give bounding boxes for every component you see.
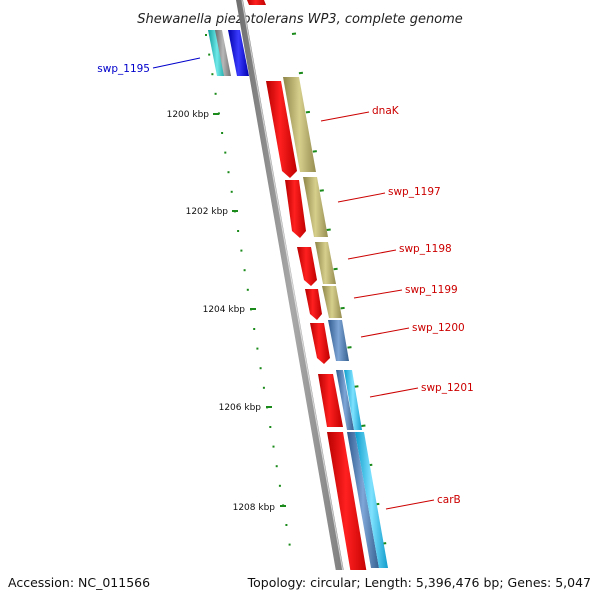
ruler-label-1208kbp: 1208 kbp [233,503,276,513]
outer-ruler-dash [319,189,324,192]
gene-swp_1200-forward[interactable] [310,323,330,364]
gene-carB-cog-cyan[interactable] [355,432,388,568]
gene-swp_1198-forward[interactable] [297,247,317,286]
outer-ruler-dash [305,110,311,114]
gene-label-swp_1198[interactable]: swp_1198 [399,243,452,255]
ruler-dot [275,465,278,468]
ruler-dot [256,347,259,350]
label-line-dnaK [320,111,370,122]
gene-swp_1195-gray[interactable] [215,30,231,76]
ruler-label-1206kbp: 1206 kbp [219,403,262,413]
outer-ruler-dash [291,32,297,35]
ruler-dot [262,386,265,389]
gene-swp_1195-blue[interactable] [228,30,249,76]
outer-ruler-dash [312,150,317,153]
ruler-dot [285,524,288,526]
outer-ruler-dash [361,424,366,427]
ruler-dot [253,328,256,330]
outer-ruler-dash [354,385,359,388]
gene-dnaK-cog[interactable] [283,77,316,172]
ruler: 1200 kbp 1202 kbp 1204 kbp 1206 kbp 1208… [167,110,286,513]
outer-ruler-dash [333,267,338,271]
ruler-dot [240,249,243,252]
gene-label-dnaK[interactable]: dnaK [372,105,400,117]
gene-labels: swp_1195 dnaK swp_1197 swp_1198 swp_1199… [97,57,474,510]
gene-dnaK-forward[interactable] [266,81,297,178]
outer-ruler-dash [326,228,331,231]
gene-swp_1201-cog-cyan[interactable] [344,370,362,430]
ruler-dot [272,445,275,448]
outer-ruler-dash [347,346,352,349]
gene-label-swp_1199[interactable]: swp_1199 [405,284,458,296]
label-line-swp_1195 [152,57,201,69]
ruler-dot [214,92,217,95]
ruler-dot [211,73,214,76]
gene-label-swp_1201[interactable]: swp_1201 [421,382,474,394]
gene-swp_1201-cog-steel[interactable] [336,370,354,430]
label-line-swp_1197 [337,192,386,203]
gene-label-swp_1195[interactable]: swp_1195 [97,63,150,75]
genome-backbone [236,0,349,600]
gene-swp_1197-forward[interactable] [285,180,306,238]
gene-swp_1200-cog[interactable] [328,320,349,361]
ruler-dot [230,190,233,193]
gene-label-carB[interactable]: carB [437,494,461,506]
ruler-dot [278,484,281,487]
ruler-dot [269,426,272,428]
label-line-swp_1198 [347,249,397,260]
gene-swp_1198-cog[interactable] [315,242,336,284]
ruler-dot [208,53,211,56]
gene-label-swp_1200[interactable]: swp_1200 [412,322,465,334]
footer-background [0,570,600,600]
ruler-dot [227,171,230,174]
outer-ruler-dash [298,71,304,75]
ruler-dot [288,543,291,546]
outer-ruler-dash [340,306,345,310]
gene-swp_1197-cog[interactable] [303,177,328,237]
ruler-dot [237,230,240,232]
gene-swp_1201-forward[interactable] [318,374,343,427]
gene-partial-top-forward[interactable] [247,0,266,5]
ruler-dot [259,367,262,370]
label-line-swp_1201 [369,387,419,398]
map-title: Shewanella piezotolerans WP3, complete g… [137,12,463,27]
gene-carB-cog-steel[interactable] [347,432,379,568]
gene-carB-forward[interactable] [327,432,369,586]
gene-swp_1199-cog[interactable] [322,286,342,318]
ruler-dot [243,269,246,272]
ruler-label-1204kbp: 1204 kbp [203,305,246,315]
label-line-carB [385,499,435,510]
gene-swp_1199-forward[interactable] [305,289,322,320]
ruler-label-1200kbp: 1200 kbp [167,110,210,120]
ruler-label-1202kbp: 1202 kbp [186,207,229,217]
ruler-dot [224,151,227,154]
label-line-swp_1199 [353,289,403,299]
footer-summary: Topology: circular; Length: 5,396,476 bp… [247,575,591,590]
footer-accession: Accession: NC_011566 [8,575,150,590]
label-line-swp_1200 [360,327,410,338]
gene-swp_1195-teal[interactable] [208,30,226,76]
gene-label-swp_1197[interactable]: swp_1197 [388,186,441,198]
ruler-dot [221,132,224,134]
gene-features [208,0,388,600]
ruler-dot [246,288,249,291]
ruler-dot [205,34,207,36]
